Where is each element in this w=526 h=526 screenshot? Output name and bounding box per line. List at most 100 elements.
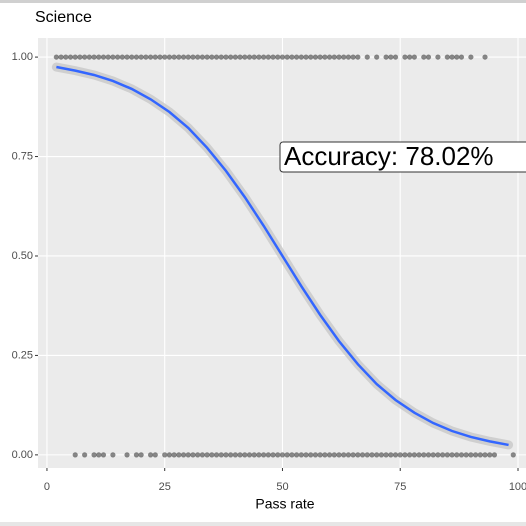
data-point: [77, 54, 83, 60]
data-point: [454, 452, 460, 458]
data-point: [341, 54, 347, 60]
data-point: [458, 54, 465, 60]
data-point: [185, 54, 191, 60]
data-point: [350, 54, 356, 60]
data-point: [482, 54, 488, 60]
data-point: [383, 452, 389, 458]
data-point: [336, 452, 342, 458]
data-point: [162, 452, 168, 458]
data-point: [251, 54, 257, 60]
data-point: [392, 452, 399, 458]
data-point: [100, 54, 107, 60]
data-point: [289, 54, 295, 60]
data-point: [100, 452, 107, 458]
fit-line: [56, 65, 509, 447]
data-point: [110, 452, 116, 458]
data-point: [147, 54, 154, 60]
data-point: [133, 452, 140, 458]
data-point: [251, 452, 257, 458]
data-point: [242, 452, 248, 458]
data-point: [152, 452, 158, 458]
data-point: [119, 54, 125, 60]
data-point: [256, 54, 262, 60]
data-point: [166, 54, 173, 60]
data-point: [218, 54, 224, 60]
data-point: [407, 54, 413, 60]
data-point: [72, 54, 78, 60]
data-point: [326, 452, 333, 458]
data-point: [444, 452, 450, 458]
data-point: [350, 452, 356, 458]
data-point: [180, 54, 187, 60]
data-point: [204, 54, 210, 60]
data-point: [190, 452, 196, 458]
data-point: [133, 54, 140, 60]
data-point: [294, 452, 300, 458]
data-point: [336, 54, 342, 60]
data-point: [261, 54, 267, 60]
data-point: [407, 452, 413, 458]
x-tick-label: 25: [159, 481, 171, 493]
data-point: [468, 54, 474, 60]
data-point: [491, 452, 498, 458]
data-point: [392, 54, 399, 60]
data-point: [388, 452, 394, 458]
data-point: [298, 54, 304, 60]
data-point: [369, 452, 375, 458]
data-point: [487, 452, 493, 458]
data-point: [176, 452, 182, 458]
data-point: [421, 452, 427, 458]
data-point: [157, 54, 163, 60]
data-point: [218, 452, 224, 458]
data-point: [185, 452, 191, 458]
data-point: [171, 54, 177, 60]
data-point: [91, 452, 97, 458]
data-point: [195, 452, 201, 458]
data-point: [96, 452, 102, 458]
data-point: [317, 452, 323, 458]
data-point: [147, 452, 154, 458]
data-point: [435, 54, 441, 60]
x-axis-title: Pass rate: [255, 496, 314, 512]
data-point: [86, 54, 92, 60]
data-point: [115, 54, 121, 60]
data-point: [458, 452, 465, 458]
data-point: [364, 452, 370, 458]
data-point: [397, 452, 403, 458]
data-point: [294, 54, 300, 60]
data-point: [364, 54, 370, 60]
data-point: [223, 54, 229, 60]
data-point: [331, 54, 337, 60]
data-point: [105, 54, 111, 60]
data-point: [454, 54, 460, 60]
data-point: [374, 452, 380, 458]
data-point: [308, 452, 314, 458]
data-point: [166, 452, 173, 458]
y-tick-label: 1.00: [12, 51, 33, 63]
y-tick-label: 0.50: [12, 250, 33, 262]
data-point: [284, 452, 290, 458]
data-point: [359, 452, 366, 458]
data-point: [213, 452, 220, 458]
y-tick-label: 0.75: [12, 150, 33, 162]
data-point: [284, 54, 290, 60]
data-point: [242, 54, 248, 60]
data-point: [67, 54, 74, 60]
data-point: [308, 54, 314, 60]
data-point: [322, 452, 328, 458]
data-point: [477, 452, 483, 458]
y-tick-label: 0.00: [12, 449, 33, 461]
x-tick-label: 50: [276, 481, 288, 493]
annotation-box: [279, 141, 526, 173]
bottom-edge: [0, 522, 526, 526]
data-point: [402, 54, 408, 60]
data-point: [388, 54, 394, 60]
data-point: [190, 54, 196, 60]
data-point: [435, 452, 441, 458]
data-point: [138, 54, 144, 60]
data-point: [279, 54, 286, 60]
data-point: [237, 54, 243, 60]
data-point: [383, 54, 389, 60]
marks: [51, 54, 516, 458]
